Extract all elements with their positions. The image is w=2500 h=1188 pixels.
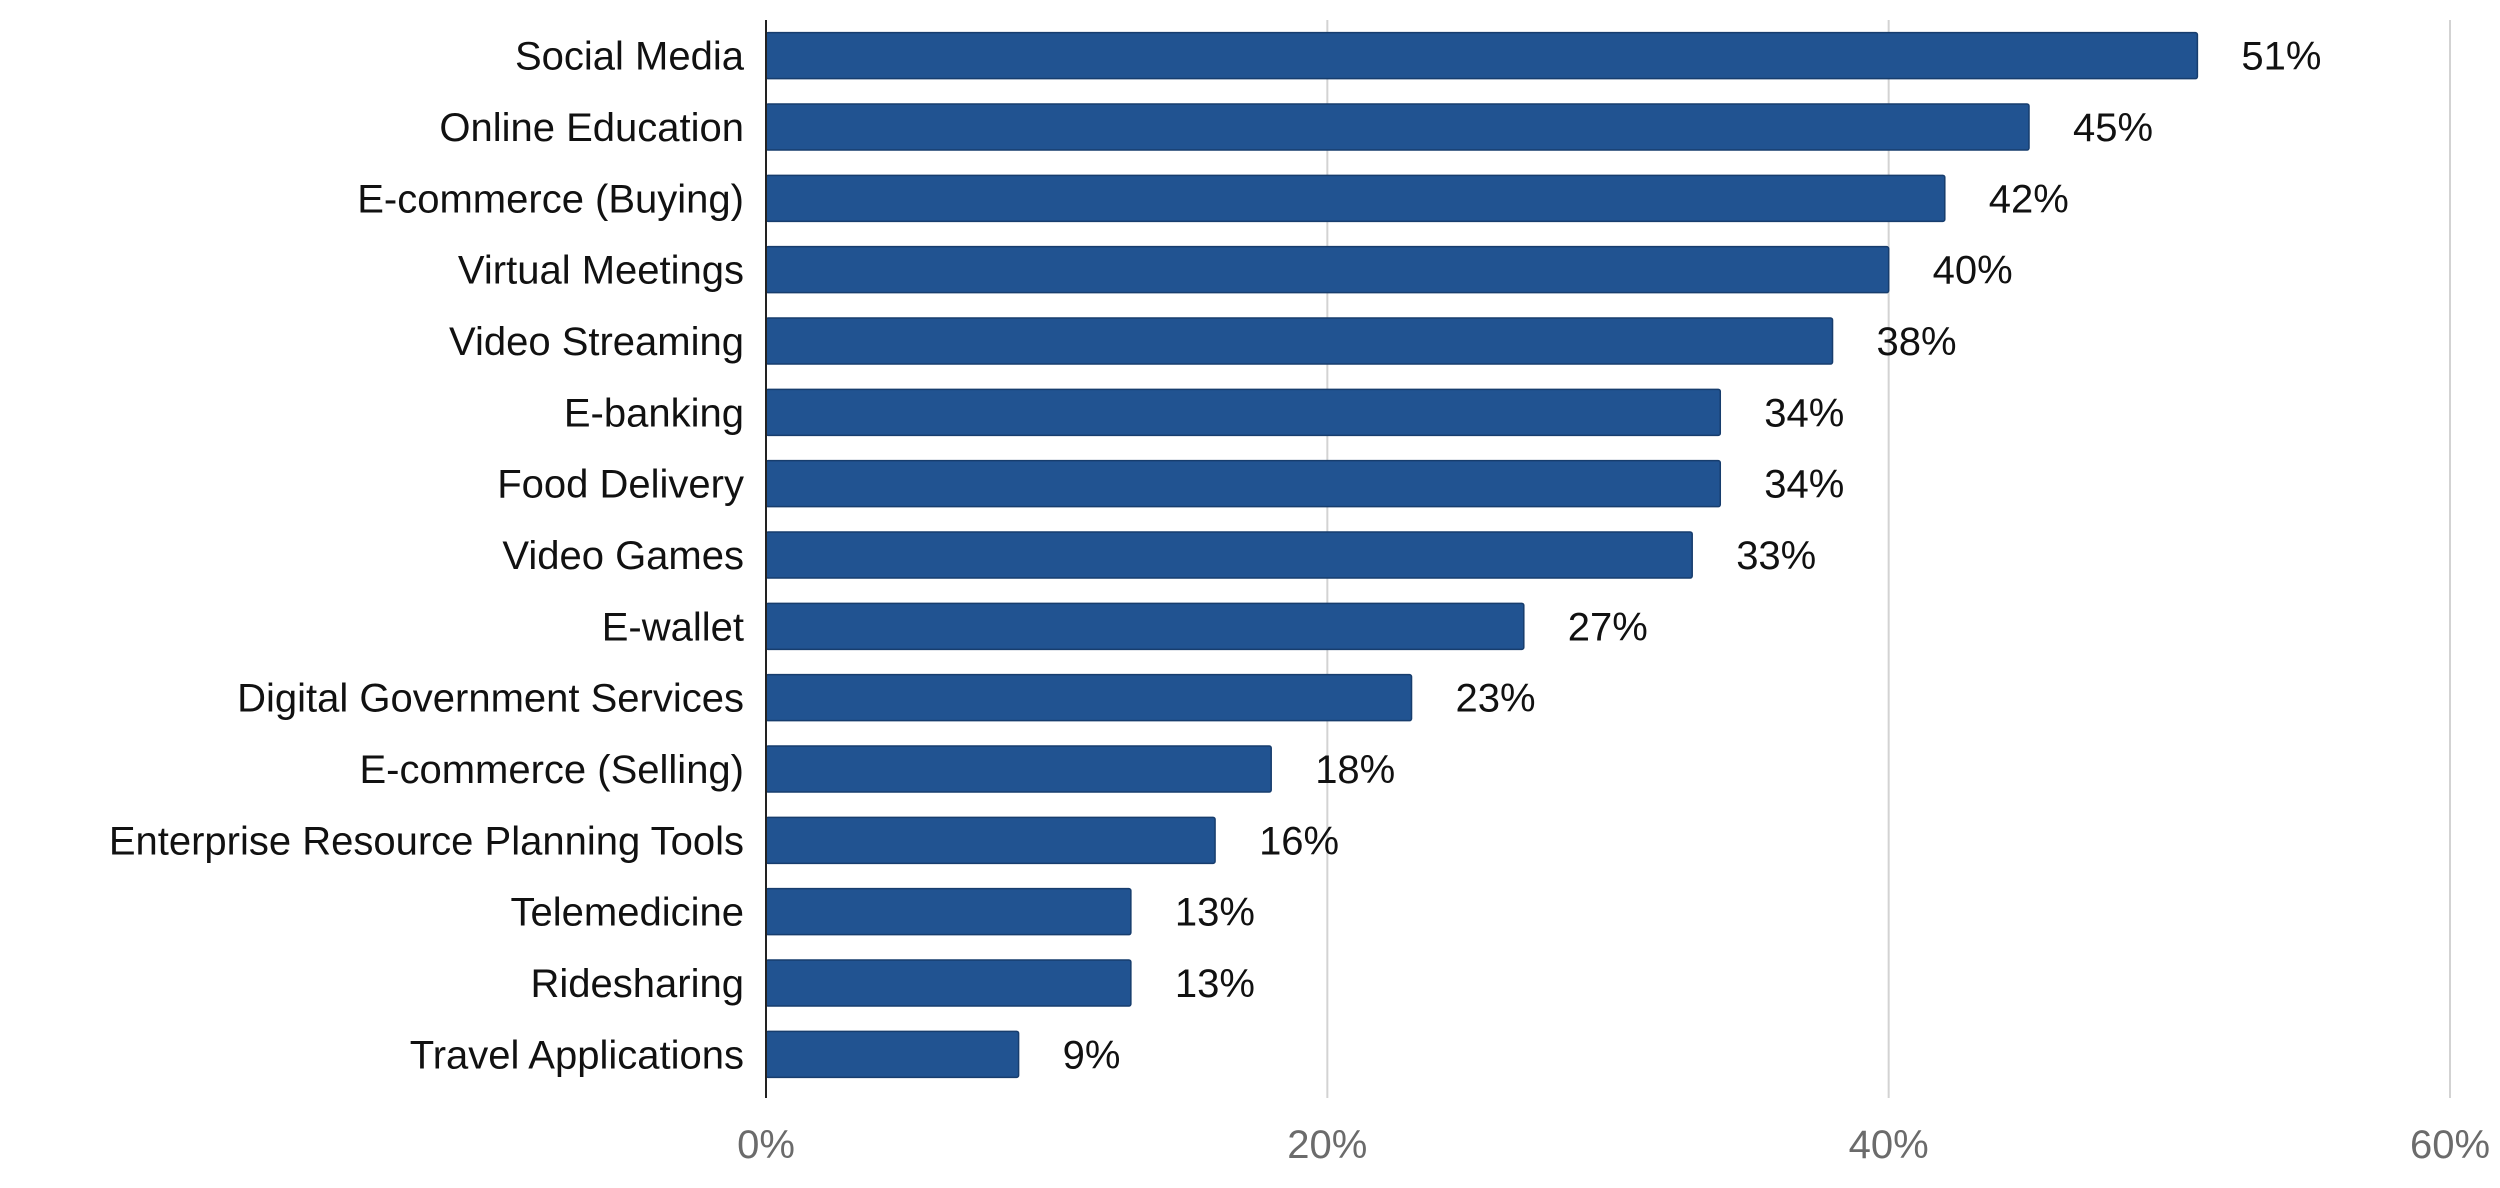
- category-label: E-banking: [564, 391, 744, 435]
- category-label: Virtual Meetings: [458, 249, 744, 293]
- bar: [765, 245, 1890, 294]
- category-label: E-commerce (Buying): [357, 177, 744, 221]
- value-label: 13%: [1175, 891, 1255, 935]
- value-label: 16%: [1259, 819, 1339, 863]
- value-label: 51%: [2241, 35, 2321, 79]
- category-label: Ridesharing: [531, 962, 744, 1006]
- bars: [765, 31, 2199, 1079]
- value-label: 34%: [1764, 463, 1844, 507]
- value-labels: 51%45%42%40%38%34%34%33%27%23%18%16%13%1…: [1063, 35, 2322, 1078]
- bar: [765, 959, 1132, 1007]
- bar: [765, 103, 2030, 151]
- bar: [765, 174, 1946, 223]
- bar: [765, 887, 1132, 936]
- category-label: Enterprise Resource Planning Tools: [109, 819, 744, 863]
- bar: [765, 531, 1693, 579]
- x-tick-labels: 0% 20% 40% 60%: [737, 1123, 2490, 1167]
- value-label: 13%: [1175, 962, 1255, 1006]
- category-label: Video Games: [502, 534, 744, 578]
- bar: [765, 745, 1272, 793]
- category-label: Social Media: [515, 35, 745, 79]
- value-label: 45%: [2073, 106, 2153, 150]
- category-label: Online Education: [439, 106, 744, 150]
- x-tick-label: 40%: [1849, 1123, 1929, 1167]
- bar: [765, 317, 1834, 365]
- x-tick-label: 0%: [737, 1123, 795, 1167]
- value-label: 18%: [1315, 748, 1395, 792]
- value-label: 34%: [1764, 391, 1844, 435]
- bar: [765, 459, 1722, 508]
- value-label: 42%: [1989, 177, 2069, 221]
- bar: [765, 602, 1525, 651]
- value-label: 40%: [1933, 249, 2013, 293]
- category-label: Digital Government Services: [237, 677, 744, 721]
- category-label: E-commerce (Selling): [359, 748, 744, 792]
- bar: [765, 388, 1722, 437]
- value-label: 33%: [1736, 534, 1816, 578]
- category-label: Food Delivery: [497, 463, 744, 507]
- category-labels: Social Media Online Education E-commerce (…: [109, 35, 745, 1078]
- value-label: 27%: [1568, 605, 1648, 649]
- bar: [765, 816, 1216, 865]
- x-tick-label: 60%: [2410, 1123, 2490, 1167]
- bar: [765, 1030, 1020, 1079]
- x-tick-label: 20%: [1287, 1123, 1367, 1167]
- category-label: Telemedicine: [511, 891, 744, 935]
- bar: [765, 673, 1413, 722]
- category-label: Video Streaming: [449, 320, 744, 364]
- category-label: E-wallet: [602, 605, 744, 649]
- bar: [765, 31, 2199, 80]
- value-label: 38%: [1877, 320, 1957, 364]
- value-label: 23%: [1456, 677, 1536, 721]
- value-label: 9%: [1063, 1033, 1121, 1077]
- category-label: Travel Applications: [410, 1033, 744, 1077]
